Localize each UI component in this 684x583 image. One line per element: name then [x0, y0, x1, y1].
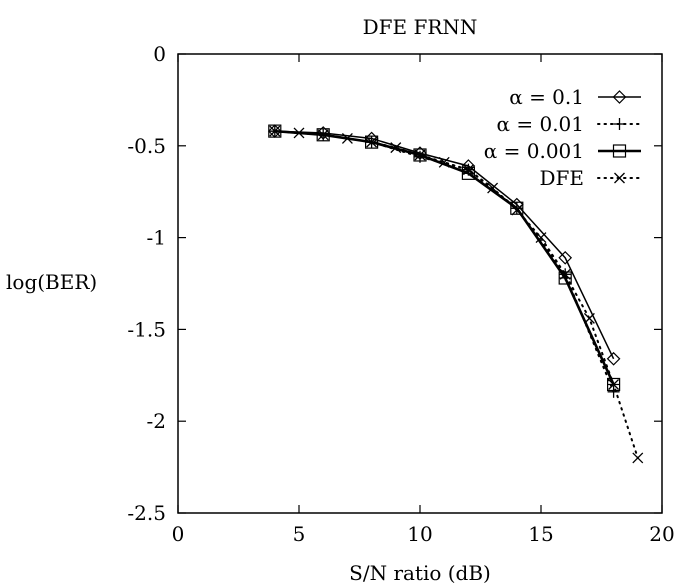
y-tick-label: -2: [147, 409, 166, 433]
tick-labels: 0 5 10 15 20 0 -0.5 -1 -1.5 -2 -2.5: [127, 42, 674, 546]
marker-cross: [341, 132, 353, 144]
legend-label: α = 0.001: [484, 139, 584, 163]
y-tick-label: -1: [147, 226, 166, 250]
series-3: [269, 125, 644, 464]
y-tick-label: -2.5: [127, 501, 166, 525]
marker-cross: [438, 156, 450, 168]
series-line: [274, 129, 615, 386]
x-tick-label: 10: [407, 522, 432, 546]
marker-cross: [632, 452, 644, 464]
series-2: [268, 124, 621, 392]
marker-cross: [559, 268, 571, 280]
legend-label: α = 0.01: [496, 112, 584, 136]
chart-title: DFE FRNN: [363, 15, 478, 39]
axis-ticks: [177, 53, 663, 514]
marker-cross: [487, 182, 499, 194]
legend-label: α = 0.1: [509, 85, 584, 109]
marker-cross: [462, 164, 474, 176]
marker-cross: [511, 204, 523, 216]
marker-diamond: [612, 90, 627, 104]
x-tick-label: 15: [528, 522, 553, 546]
y-tick-label: -1.5: [127, 317, 166, 341]
y-tick-label: -0.5: [127, 134, 166, 158]
x-tick-label: 0: [172, 522, 185, 546]
marker-plus: [607, 385, 620, 398]
y-axis-label: log(BER): [6, 270, 97, 294]
plot-frame: [177, 53, 663, 514]
marker-diamond: [558, 250, 573, 265]
x-axis-label: S/N ratio (dB): [349, 561, 491, 583]
marker-square: [510, 201, 524, 215]
legend-entry: α = 0.001: [484, 139, 641, 163]
marker-cross: [366, 136, 378, 148]
marker-cross: [608, 379, 620, 390]
marker-cross: [614, 172, 625, 184]
series-layer: [267, 124, 644, 464]
marker-cross: [583, 312, 595, 324]
marker-cross: [317, 129, 329, 141]
x-tick-label: 20: [649, 522, 674, 546]
marker-square: [612, 144, 627, 158]
legend-entry: α = 0.01: [496, 112, 642, 136]
marker-cross: [535, 232, 547, 244]
x-tick-label: 5: [293, 522, 306, 546]
marker-cross: [390, 142, 402, 154]
marker-cross: [414, 149, 426, 161]
legend: α = 0.1 α = 0.01 α = 0.001 DFE: [484, 85, 642, 190]
marker-cross: [293, 127, 305, 139]
y-tick-label: 0: [153, 42, 166, 66]
legend-entry: α = 0.1: [509, 85, 641, 109]
series-line: [274, 130, 615, 360]
marker-cross: [269, 125, 281, 137]
marker-plus: [613, 118, 626, 130]
series-line: [273, 130, 639, 459]
legend-entry: DFE: [539, 166, 642, 190]
legend-label: DFE: [539, 166, 584, 190]
marker-diamond: [606, 351, 621, 366]
